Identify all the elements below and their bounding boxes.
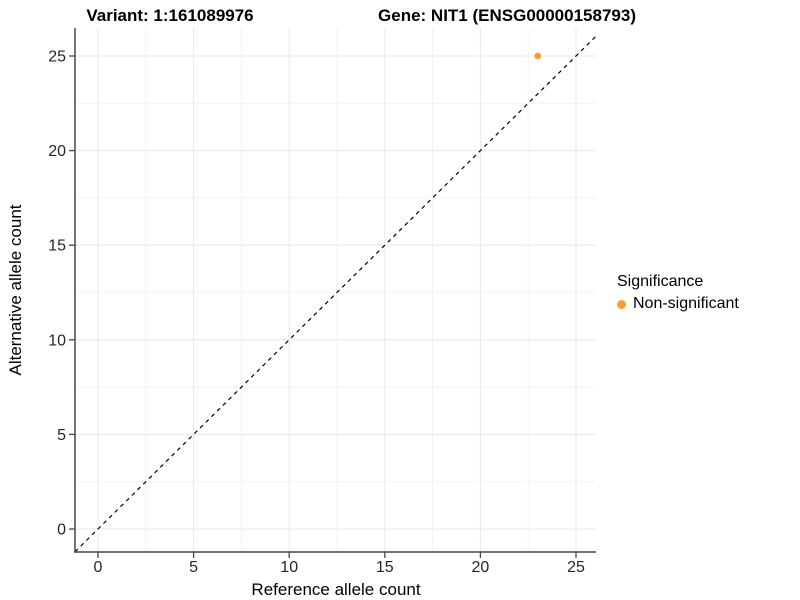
x-tick-label: 5 (189, 559, 198, 576)
legend-item-label: Non-significant (633, 295, 739, 312)
y-tick-label: 10 (48, 332, 66, 349)
x-tick-label: 0 (94, 559, 103, 576)
y-axis-title: Alternative allele count (6, 204, 25, 376)
y-tick-label: 20 (48, 143, 66, 160)
y-tick-label: 15 (48, 238, 66, 255)
plot-title-gene: Gene: NIT1 (ENSG00000158793) (378, 6, 636, 25)
plot-title-variant: Variant: 1:161089976 (86, 6, 254, 25)
x-axis-title: Reference allele count (251, 580, 421, 599)
x-tick-label: 15 (376, 559, 394, 576)
x-tick-label: 25 (567, 559, 585, 576)
legend: Significance Non-significant (617, 273, 739, 313)
y-tick-label: 25 (48, 49, 66, 66)
y-tick-label: 5 (57, 427, 66, 444)
legend-point-icon (617, 299, 626, 309)
identity-dashed-line (74, 35, 597, 553)
legend-item: Non-significant (617, 295, 739, 313)
x-tick-label: 20 (472, 559, 490, 576)
y-tick-label: 0 (57, 522, 66, 539)
x-tick-label: 10 (280, 559, 298, 576)
legend-title: Significance (617, 273, 704, 290)
data-point (534, 52, 542, 60)
